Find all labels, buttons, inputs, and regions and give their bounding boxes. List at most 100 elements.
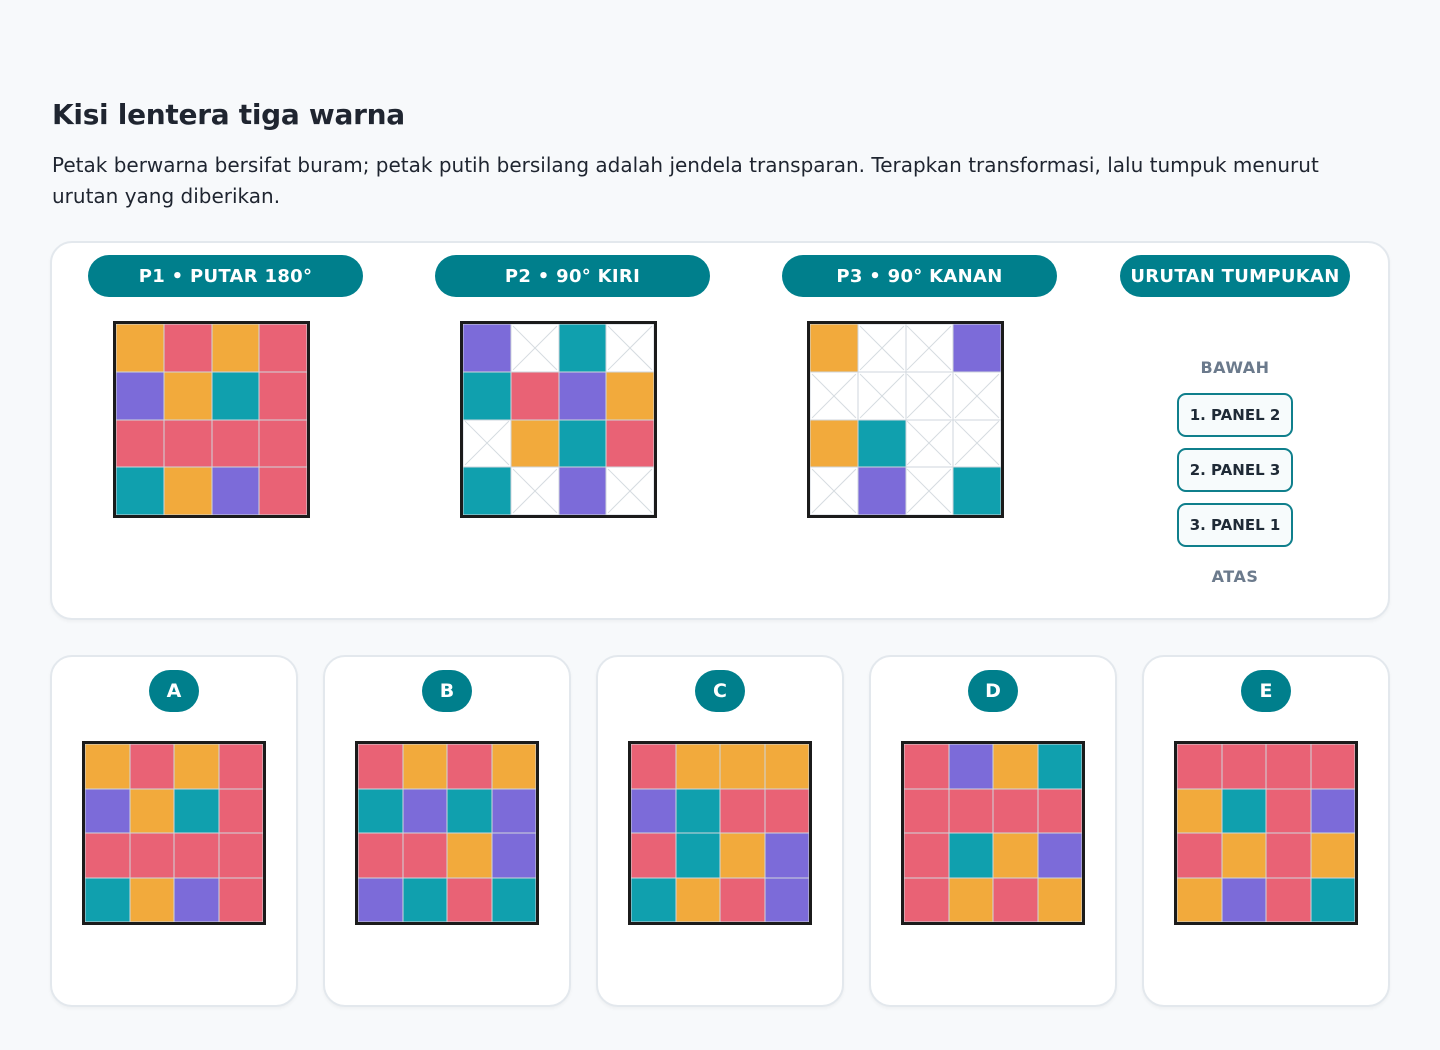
cell-red — [631, 744, 676, 789]
cell-red — [510, 371, 559, 420]
cell-red — [904, 833, 949, 878]
cell-window — [905, 371, 954, 420]
cell-teal — [491, 877, 536, 922]
cell-orange — [163, 371, 212, 420]
cell-purple — [948, 744, 993, 789]
cell-orange — [129, 877, 174, 922]
cell-red — [1177, 744, 1222, 789]
option-e-grid[interactable] — [1174, 741, 1358, 925]
stack-bottom-label: BAWAH — [1200, 358, 1270, 377]
cell-purple — [764, 833, 809, 878]
option-a-badge[interactable]: A — [149, 670, 199, 712]
cell-purple — [1310, 788, 1355, 833]
option-b-grid[interactable] — [355, 741, 539, 925]
cell-orange — [1177, 788, 1222, 833]
cell-window — [810, 467, 858, 515]
cell-window — [463, 419, 511, 468]
cell-purple — [1221, 877, 1266, 922]
cell-red — [129, 744, 174, 789]
cell-purple — [85, 788, 130, 833]
cell-orange — [1177, 877, 1222, 922]
cell-window — [857, 371, 906, 420]
cell-purple — [211, 467, 260, 515]
cell-window — [857, 324, 906, 372]
cell-purple — [491, 833, 536, 878]
cell-orange — [810, 419, 858, 468]
cell-orange — [720, 833, 765, 878]
cell-red — [259, 324, 307, 372]
cell-red — [218, 833, 263, 878]
cell-orange — [993, 744, 1038, 789]
cell-red — [1266, 788, 1311, 833]
cell-orange — [675, 744, 720, 789]
cell-window — [810, 371, 858, 420]
cell-red — [402, 833, 447, 878]
cell-red — [358, 744, 403, 789]
cell-red — [163, 324, 212, 372]
option-d-grid[interactable] — [901, 741, 1085, 925]
cell-orange — [1037, 877, 1082, 922]
panel-3-label: P3 • 90° KANAN — [782, 255, 1057, 297]
panel-2-grid — [460, 321, 657, 518]
cell-red — [904, 788, 949, 833]
cell-purple — [491, 788, 536, 833]
cell-purple — [1037, 833, 1082, 878]
cell-window — [905, 467, 954, 515]
cell-orange — [1221, 833, 1266, 878]
cell-red — [1266, 877, 1311, 922]
cell-teal — [558, 419, 607, 468]
cell-red — [447, 744, 492, 789]
cell-orange — [606, 371, 654, 420]
cell-teal — [116, 467, 164, 515]
option-a-grid[interactable] — [82, 741, 266, 925]
cell-orange — [85, 744, 130, 789]
cell-red — [720, 877, 765, 922]
cell-teal — [948, 833, 993, 878]
cell-teal — [447, 788, 492, 833]
option-e-badge[interactable]: E — [1241, 670, 1291, 712]
cell-teal — [174, 788, 219, 833]
cell-red — [218, 877, 263, 922]
cell-red — [1266, 744, 1311, 789]
panel-3-grid — [807, 321, 1004, 518]
cell-orange — [948, 877, 993, 922]
cell-window — [905, 324, 954, 372]
cell-purple — [558, 467, 607, 515]
cell-teal — [953, 467, 1001, 515]
cell-purple — [358, 877, 403, 922]
cell-teal — [675, 788, 720, 833]
cell-orange — [211, 324, 260, 372]
cell-purple — [558, 371, 607, 420]
cell-purple — [631, 788, 676, 833]
cell-orange — [810, 324, 858, 372]
cell-red — [764, 788, 809, 833]
page-title: Kisi lentera tiga warna — [52, 98, 405, 131]
option-d-badge[interactable]: D — [968, 670, 1018, 712]
cell-teal — [402, 877, 447, 922]
cell-red — [358, 833, 403, 878]
panel-1-grid — [113, 321, 310, 518]
cell-orange — [764, 744, 809, 789]
option-b-badge[interactable]: B — [422, 670, 472, 712]
cell-red — [447, 877, 492, 922]
cell-window — [606, 324, 654, 372]
cell-teal — [463, 371, 511, 420]
panel-2-label: P2 • 90° KIRI — [435, 255, 710, 297]
cell-window — [606, 467, 654, 515]
cell-red — [1310, 744, 1355, 789]
cell-orange — [116, 324, 164, 372]
panel-1-label: P1 • PUTAR 180° — [88, 255, 363, 297]
cell-teal — [85, 877, 130, 922]
cell-red — [631, 833, 676, 878]
cell-orange — [402, 744, 447, 789]
cell-red — [85, 833, 130, 878]
cell-purple — [116, 371, 164, 420]
cell-red — [993, 877, 1038, 922]
option-c-badge[interactable]: C — [695, 670, 745, 712]
cell-teal — [631, 877, 676, 922]
cell-orange — [993, 833, 1038, 878]
option-c-grid[interactable] — [628, 741, 812, 925]
cell-window — [953, 371, 1001, 420]
cell-purple — [764, 877, 809, 922]
cell-red — [259, 467, 307, 515]
